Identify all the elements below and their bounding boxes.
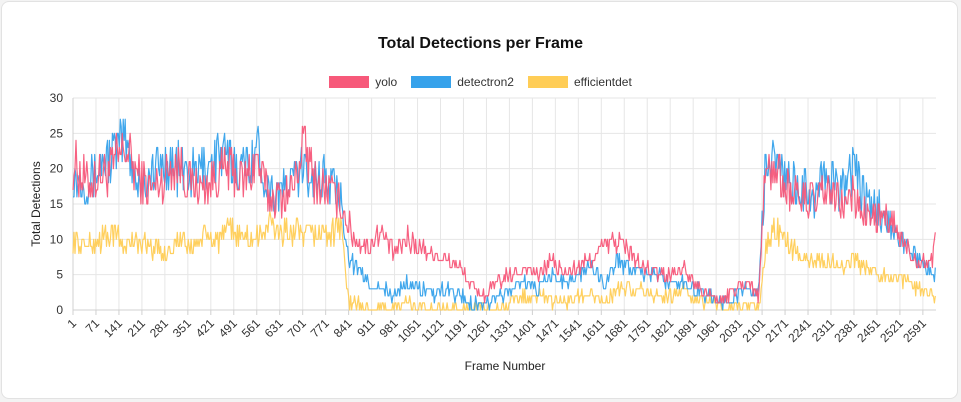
x-tick-label: 351 [170, 316, 194, 340]
x-tick-label: 1821 [648, 316, 677, 345]
series-line-yolo [72, 125, 936, 304]
x-tick-label: 771 [308, 316, 332, 340]
x-tick-label: 2311 [809, 316, 837, 344]
x-tick-label: 2591 [900, 316, 929, 345]
x-tick-label: 1611 [579, 316, 607, 344]
x-tick-label: 1261 [464, 316, 493, 345]
legend-item-yolo[interactable]: yolo [329, 75, 397, 89]
legend-swatch-detectron2 [411, 76, 452, 88]
x-tick-label: 1751 [625, 316, 654, 345]
series-line-efficientdet [72, 210, 936, 311]
x-tick-label: 421 [193, 316, 217, 340]
y-tick-label: 10 [50, 232, 64, 246]
x-tick-label: 2381 [831, 316, 860, 345]
x-tick-label: 71 [83, 316, 103, 336]
x-tick-label: 2451 [854, 316, 883, 345]
x-tick-label: 1 [64, 316, 79, 331]
x-tick-label: 1191 [441, 316, 469, 344]
legend-swatch-efficientdet [527, 76, 568, 88]
series-line-detectron2 [73, 118, 936, 311]
x-tick-label: 1331 [487, 316, 516, 345]
x-axis-title: Frame Number [465, 359, 546, 373]
x-tick-label: 1891 [671, 316, 700, 345]
x-tick-label: 141 [101, 316, 125, 340]
y-axis-title: Total Detections [29, 161, 43, 246]
x-tick-label: 631 [262, 316, 286, 340]
x-tick-label: 561 [239, 316, 263, 340]
x-tick-label: 2101 [739, 316, 768, 345]
legend-item-detectron2[interactable]: detectron2 [411, 75, 514, 89]
y-tick-label: 5 [56, 268, 63, 282]
x-tick-label: 1401 [510, 316, 539, 345]
legend-item-efficientdet[interactable]: efficientdet [527, 75, 632, 89]
y-tick-label: 30 [50, 91, 64, 105]
x-tick-label: 701 [285, 316, 309, 340]
x-tick-label: 2031 [716, 316, 745, 345]
x-tick-label: 211 [125, 316, 149, 340]
series-lines [72, 118, 936, 311]
x-tick-label: 1121 [418, 316, 446, 344]
legend-label-efficientdet: efficientdet [573, 75, 632, 89]
y-tick-label: 15 [50, 197, 64, 211]
x-tick-label: 1471 [533, 316, 562, 345]
x-tick-label: 2171 [762, 316, 791, 345]
legend-label-detectron2: detectron2 [457, 75, 514, 89]
x-tick-label: 841 [331, 316, 355, 340]
y-axis-ticks: 0 5 10 15 20 25 30 [50, 91, 64, 317]
x-tick-label: 2241 [785, 316, 814, 345]
x-tick-label: 911 [354, 316, 378, 340]
x-tick-label: 1051 [395, 316, 424, 345]
x-tick-label: 1541 [556, 316, 585, 345]
legend-label-yolo: yolo [375, 75, 398, 89]
legend-swatch-yolo [329, 76, 370, 88]
x-tick-label: 1961 [693, 316, 722, 345]
x-tick-label: 2521 [877, 316, 906, 345]
y-tick-label: 25 [50, 126, 64, 140]
chart-legend: yolo detectron2 efficientdet [0, 75, 961, 89]
x-tick-label: 1681 [602, 316, 631, 345]
x-tick-label: 281 [147, 316, 171, 340]
y-tick-label: 0 [56, 303, 63, 317]
y-tick-label: 20 [50, 162, 64, 176]
chart-title: Total Detections per Frame [377, 35, 584, 52]
x-tick-label: 491 [216, 316, 240, 340]
